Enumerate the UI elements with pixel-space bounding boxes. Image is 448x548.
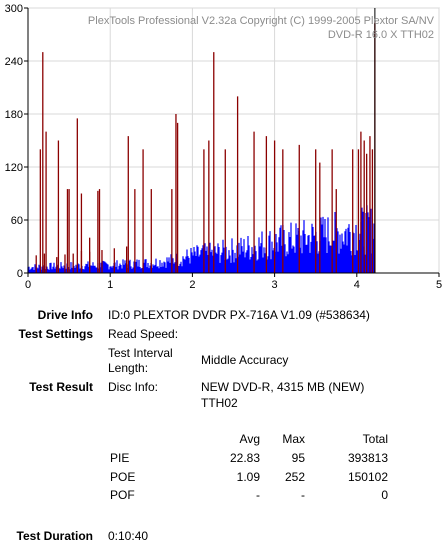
chart: 0 1 2 3 4 5 0 60 120 180 240 300 PlexTools Professi… bbox=[5, 3, 442, 291]
stats-row-max: 252 bbox=[284, 470, 305, 484]
stats-row-avg: 1.09 bbox=[236, 470, 260, 484]
poe-series bbox=[35, 21, 376, 273]
x-tick-label: 0 bbox=[25, 279, 31, 291]
y-tick-label: 120 bbox=[5, 162, 23, 174]
stats-row-name: PIE bbox=[110, 451, 130, 465]
interval-label-2: Length: bbox=[108, 361, 149, 375]
disc-info-label: Disc Info: bbox=[108, 380, 159, 394]
axes: 0 1 2 3 4 5 0 60 120 180 240 300 bbox=[5, 3, 442, 291]
test-duration-value: 0:10:40 bbox=[108, 529, 149, 543]
stats-header-total: Total bbox=[362, 432, 388, 446]
stats-row-avg: 22.83 bbox=[229, 451, 260, 465]
stats-row-total: 0 bbox=[381, 488, 388, 502]
y-tick-label: 300 bbox=[5, 3, 23, 15]
test-settings-label: Test Settings bbox=[18, 327, 93, 341]
plot-area bbox=[27, 7, 440, 274]
drive-info-label: Drive Info bbox=[37, 308, 93, 322]
x-tick-label: 2 bbox=[189, 279, 195, 291]
stats-row-name: POF bbox=[110, 488, 135, 502]
x-tick-label: 4 bbox=[354, 279, 360, 291]
stats-row-total: 393813 bbox=[347, 451, 388, 465]
read-speed-label: Read Speed: bbox=[108, 327, 179, 341]
y-tick-label: 60 bbox=[11, 215, 23, 227]
test-duration-label: Test Duration bbox=[16, 529, 93, 543]
disc-info-value-1: NEW DVD-R, 4315 MB (NEW) bbox=[201, 380, 365, 394]
stats-row-max: 95 bbox=[291, 451, 305, 465]
stats-row-avg: - bbox=[256, 488, 260, 502]
stats-row-total: 150102 bbox=[347, 470, 388, 484]
stats-row-max: - bbox=[301, 488, 305, 502]
drive-info-value: ID:0 PLEXTOR DVDR PX-716A V1.09 (#538634… bbox=[108, 308, 370, 322]
watermark-line2: DVD-R 16.0 X TTH02 bbox=[328, 29, 434, 41]
y-tick-label: 240 bbox=[5, 56, 23, 68]
stats-header-max: Max bbox=[282, 432, 305, 446]
y-tick-label: 0 bbox=[17, 268, 23, 280]
x-tick-label: 1 bbox=[107, 279, 113, 291]
disc-info-value-2: TTH02 bbox=[201, 396, 238, 410]
interval-value: Middle Accuracy bbox=[201, 353, 289, 367]
x-tick-label: 5 bbox=[436, 279, 442, 291]
stats-header-avg: Avg bbox=[239, 432, 260, 446]
stats-row-name: POE bbox=[110, 470, 136, 484]
watermark-line1: PlexTools Professional V2.32a Copyright … bbox=[88, 15, 435, 27]
test-result-label: Test Result bbox=[29, 380, 93, 394]
interval-label-1: Test Interval bbox=[108, 346, 173, 360]
x-tick-label: 3 bbox=[272, 279, 278, 291]
y-tick-label: 180 bbox=[5, 109, 23, 121]
